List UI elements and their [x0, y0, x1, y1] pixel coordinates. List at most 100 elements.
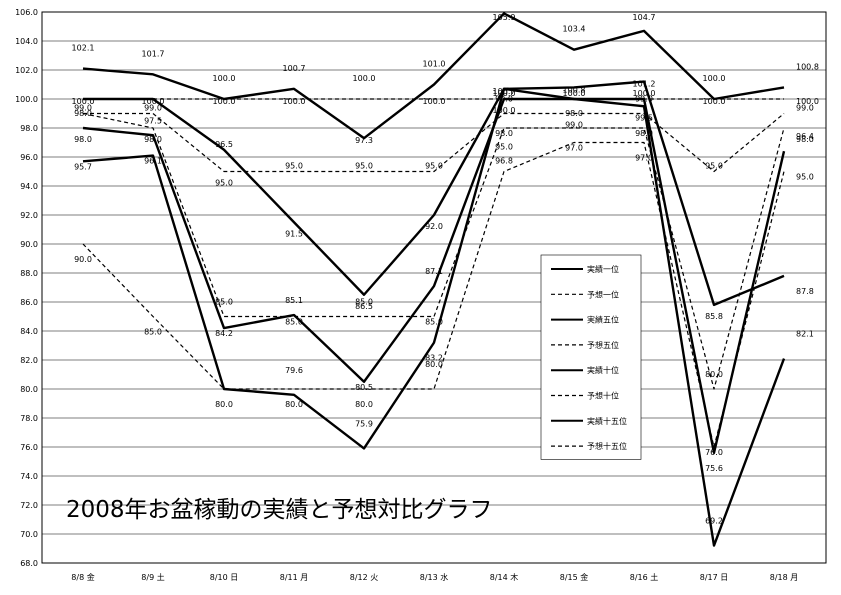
data-label: 98.0 [635, 129, 653, 138]
series-line [82, 12, 785, 140]
data-label: 98.0 [74, 109, 92, 118]
legend-entry-label: 実績十五位 [587, 416, 627, 426]
data-label: 100.0 [283, 97, 306, 106]
data-label: 85.0 [355, 298, 373, 307]
y-tick-label: 94.0 [20, 182, 38, 191]
data-label: 79.6 [285, 366, 303, 375]
data-label: 99.0 [144, 104, 162, 113]
data-label: 99.0 [74, 104, 92, 113]
data-label: 95.0 [425, 162, 443, 171]
data-label: 91.5 [285, 229, 303, 238]
chart-title: 2008年お盆稼動の実績と予想対比グラフ [66, 497, 493, 523]
y-tick-label: 86.0 [20, 298, 38, 307]
data-label: 80.0 [705, 370, 723, 379]
x-tick-label: 8/12 火 [350, 573, 379, 582]
axes: 68.0 70.0 72.0 74.0 76.0 78.0 80.0 82.0 84.0 86.0… [15, 8, 827, 582]
y-tick-label: 84.0 [20, 327, 38, 336]
data-label: 100.0 [633, 89, 656, 98]
data-label: 95.0 [705, 162, 723, 171]
data-label: 101.0 [423, 60, 446, 69]
data-label: 95.0 [285, 162, 303, 171]
data-label: 100.8 [563, 85, 586, 94]
y-tick-label: 100.0 [15, 95, 38, 104]
y-tick-label: 106.0 [15, 8, 38, 17]
data-label: 100.0 [353, 74, 376, 83]
y-tick-label: 76.0 [20, 443, 38, 452]
data-label: 100.0 [213, 74, 236, 83]
series-line [82, 87, 786, 547]
x-tick-label: 8/9 土 [141, 572, 164, 582]
x-tick-label: 8/15 金 [560, 572, 589, 582]
legend-entry-label: 予想十位 [587, 391, 619, 401]
data-label: 75.9 [355, 419, 373, 428]
data-label: 96.1 [144, 157, 162, 166]
series-line [83, 112, 785, 173]
x-tick-label: 8/8 金 [71, 572, 94, 582]
data-label: 85.0 [425, 318, 443, 327]
data-label: 82.1 [796, 330, 814, 339]
y-tick-label: 68.0 [20, 559, 38, 568]
data-label: 95.0 [355, 162, 373, 171]
data-label: 103.4 [563, 25, 586, 34]
legend-entry-label: 予想十五位 [587, 441, 627, 451]
x-tick-label: 8/13 水 [420, 572, 449, 582]
data-label: 100.0 [493, 89, 516, 98]
data-label: 85.8 [705, 312, 723, 321]
data-label: 105.9 [493, 13, 516, 22]
legend-entry-label: 予想一位 [587, 289, 619, 299]
series-line [82, 141, 785, 448]
data-label: 100.0 [72, 97, 95, 106]
data-label: 80.0 [215, 400, 233, 409]
data-label: 100.7 [283, 64, 306, 73]
data-label: 100.8 [796, 62, 819, 71]
legend-entry-label: 実績一位 [587, 264, 619, 274]
data-label: 97.3 [355, 136, 373, 145]
y-tick-label: 78.0 [20, 414, 38, 423]
data-label: 92.0 [425, 222, 443, 231]
data-label: 99.0 [565, 121, 583, 130]
y-tick-label: 80.0 [20, 385, 38, 394]
data-label: 97.0 [635, 154, 653, 163]
y-tick-label: 72.0 [20, 501, 38, 510]
data-label: 99.0 [495, 95, 513, 104]
y-tick-label: 92.0 [20, 211, 38, 220]
data-label: 98.0 [565, 109, 583, 118]
data-label: 101.7 [142, 49, 165, 58]
data-label: 97.0 [565, 144, 583, 153]
data-label: 98.0 [495, 129, 513, 138]
data-label: 85.0 [144, 328, 162, 337]
data-label: 80.0 [355, 400, 373, 409]
data-label: 87.8 [796, 287, 814, 296]
series-line [82, 97, 786, 454]
plot-area-border [41, 11, 827, 564]
data-label: 95.0 [796, 173, 814, 182]
data-label: 100.0 [493, 106, 516, 115]
series-line [82, 112, 785, 390]
data-label: 85.0 [285, 318, 303, 327]
data-label: 96.5 [215, 140, 233, 149]
x-tick-label: 8/18 月 [770, 573, 799, 582]
data-label: 95.7 [74, 162, 92, 171]
data-label: 96.4 [796, 132, 814, 141]
data-label: 100.0 [563, 89, 586, 98]
x-tick-label: 8/16 土 [630, 572, 659, 582]
data-label: 100.0 [703, 97, 726, 106]
data-label: 84.2 [215, 329, 233, 338]
data-label: 97.5 [144, 116, 162, 125]
series-line [83, 80, 785, 307]
data-label: 80.5 [355, 383, 373, 392]
legend-entry-label: 実績十位 [587, 365, 619, 375]
y-tick-label: 96.0 [20, 153, 38, 162]
data-label: 102.1 [72, 44, 95, 53]
data-label: 76.0 [705, 448, 723, 457]
data-label: 100.0 [703, 74, 726, 83]
gridlines [42, 40, 826, 535]
legend-entry-label: 予想五位 [587, 340, 619, 350]
data-label: 69.2 [705, 517, 723, 526]
data-label: 85.0 [215, 298, 233, 307]
data-label: 90.0 [74, 255, 92, 264]
y-tick-label: 104.0 [15, 37, 38, 46]
data-label: 98.0 [74, 135, 92, 144]
legend-entry-label: 実績五位 [587, 315, 619, 325]
